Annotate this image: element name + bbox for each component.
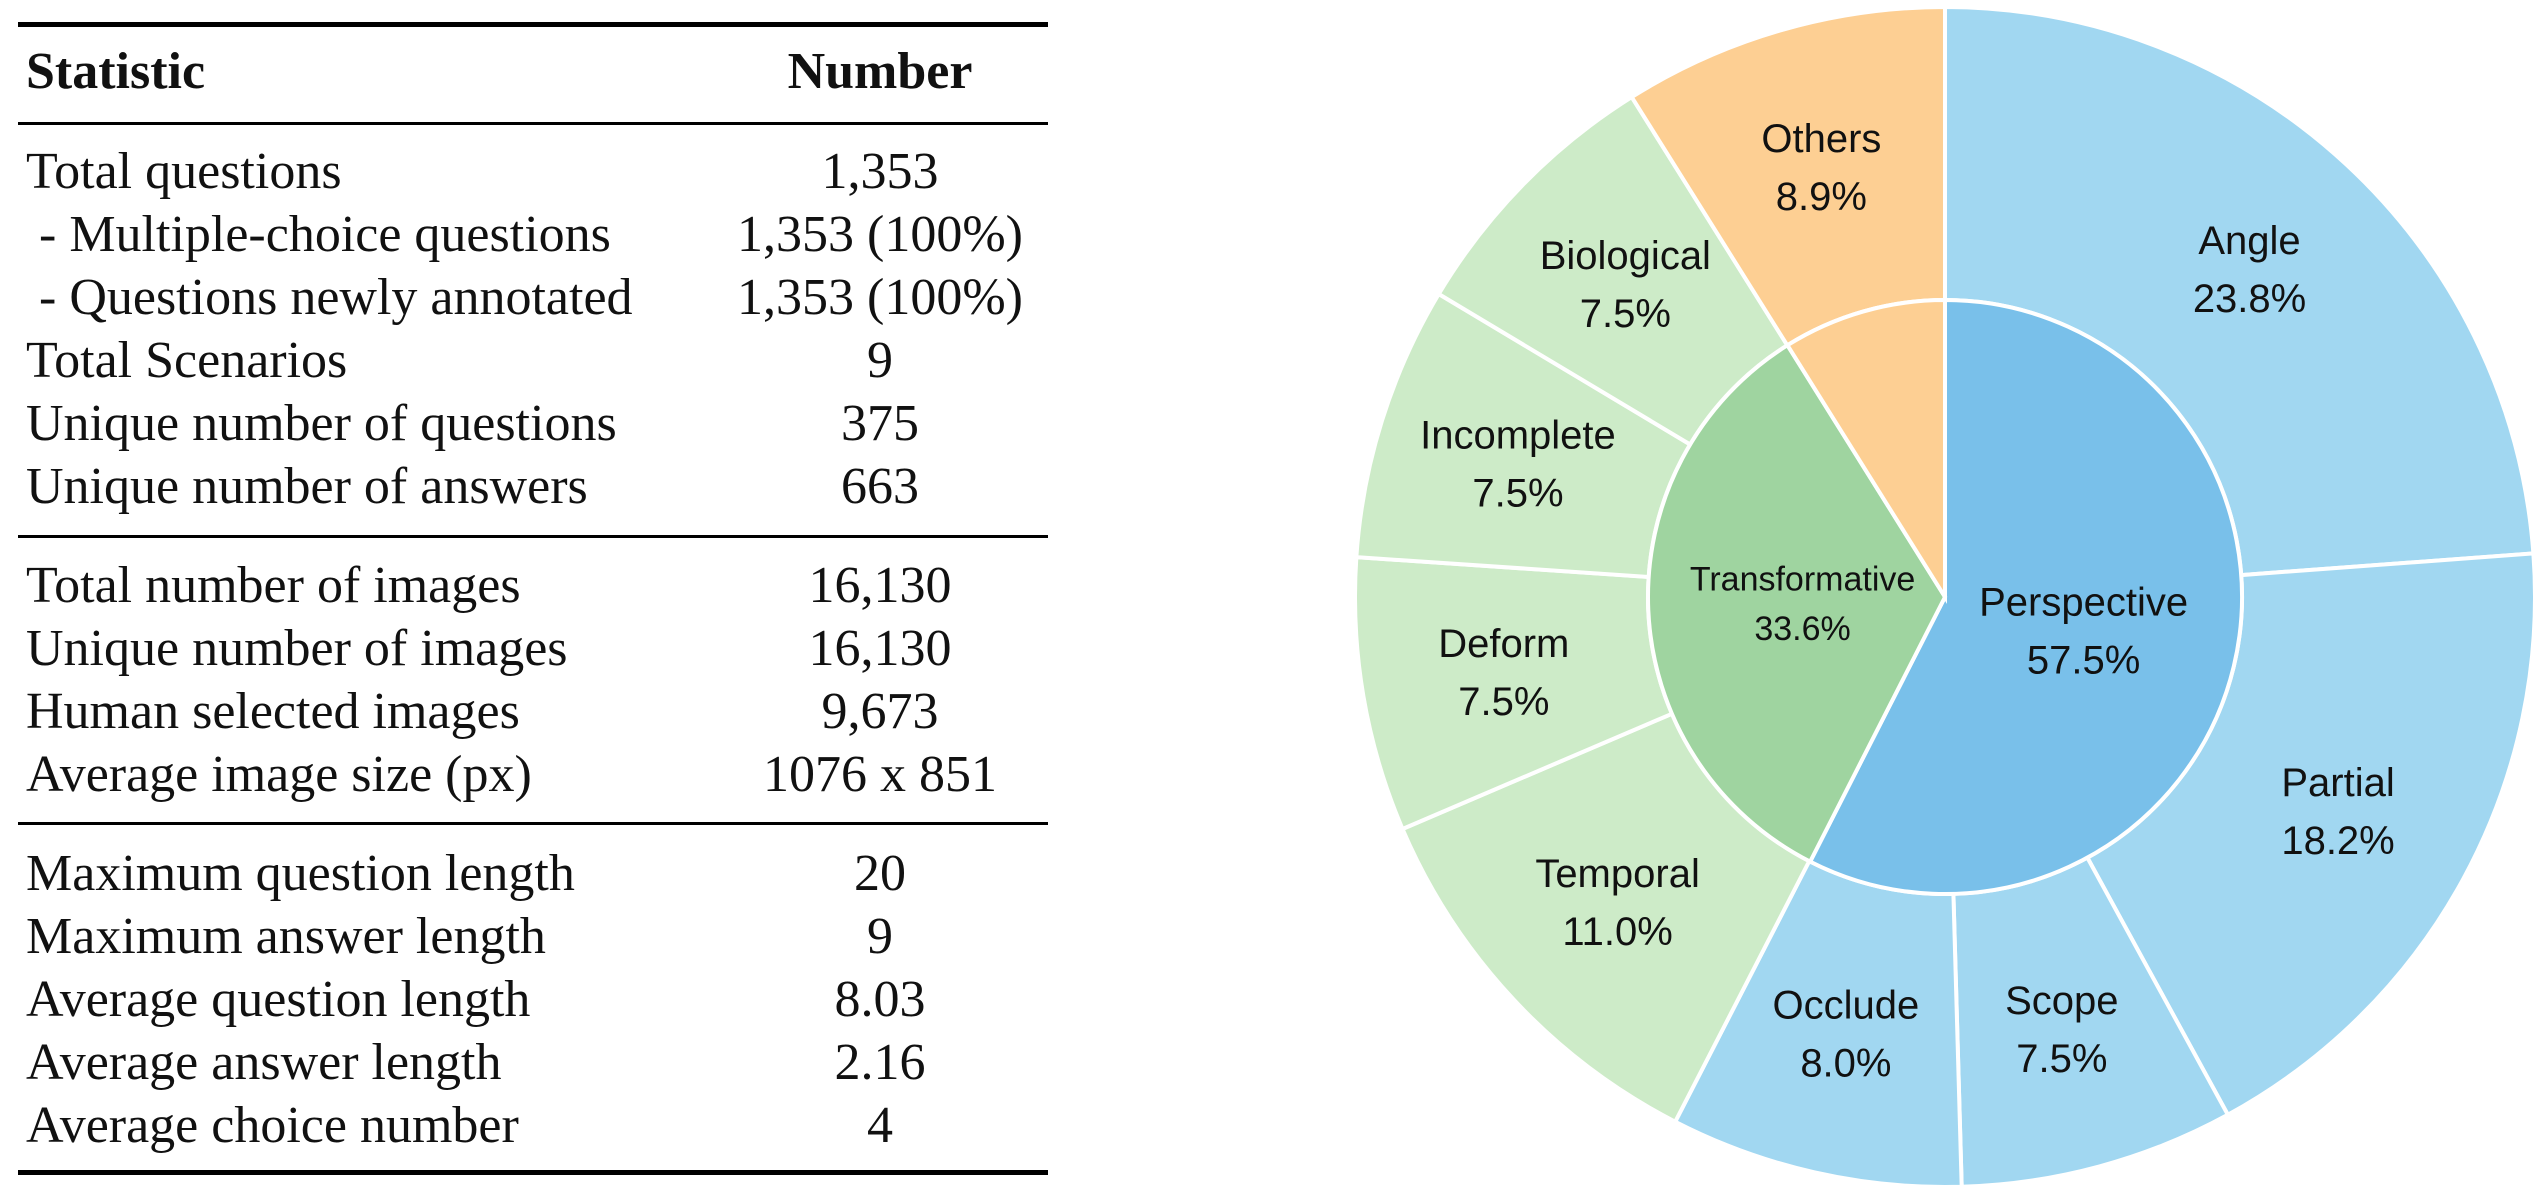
table-header-row: Statistic Number bbox=[0, 41, 1070, 103]
table-row-label: Total Scenarios bbox=[26, 332, 348, 389]
category-sunburst-chart: Angle 23.8% Partial 18.2% Scope 7.5% Occlude 8.… bbox=[1300, 0, 2536, 1196]
table-row-label: Human selected images bbox=[26, 683, 520, 740]
table-row: Maximum answer length 9 bbox=[0, 906, 1070, 968]
table-row: Maximum question length 20 bbox=[0, 843, 1070, 905]
table-row-label: Maximum answer length bbox=[26, 908, 546, 965]
table-row-label: Average image size (px) bbox=[26, 746, 532, 803]
table-row-value: 2.16 bbox=[834, 1034, 926, 1091]
table-row: - Questions newly annotated 1,353 (100%) bbox=[0, 267, 1070, 329]
outer-label-biological: Biological 7.5% bbox=[1540, 234, 1711, 336]
table-row: Average question length 8.03 bbox=[0, 969, 1070, 1031]
table-row: Average image size (px) 1076 x 851 bbox=[0, 744, 1070, 806]
table-row-value: 663 bbox=[841, 458, 919, 515]
table-row-value: 9,673 bbox=[821, 683, 939, 740]
outer-label-deform: Deform 7.5% bbox=[1438, 622, 1569, 724]
table-row-label: Total number of images bbox=[26, 557, 521, 614]
outer-label-angle: Angle 23.8% bbox=[2193, 219, 2306, 321]
outer-label-partial: Partial 18.2% bbox=[2281, 761, 2394, 863]
table-row-value: 16,130 bbox=[808, 620, 952, 677]
table-header-row-label: Statistic bbox=[26, 43, 206, 100]
table-row: Total Scenarios 9 bbox=[0, 330, 1070, 392]
table-row-value: 9 bbox=[867, 908, 893, 965]
table-row-value: 4 bbox=[867, 1097, 893, 1154]
table-row: Unique number of questions 375 bbox=[0, 393, 1070, 455]
table-bottom-rule bbox=[18, 1170, 1048, 1175]
outer-label-occlude: Occlude 8.0% bbox=[1773, 983, 1920, 1085]
table-row-value: 9 bbox=[867, 332, 893, 389]
outer-label-others: Others 8.9% bbox=[1761, 117, 1881, 219]
table-row: Unique number of images 16,130 bbox=[0, 618, 1070, 680]
sunburst-svg: Angle 23.8% Partial 18.2% Scope 7.5% Occlude 8.… bbox=[1353, 4, 2536, 1189]
table-row-value: 20 bbox=[854, 845, 906, 902]
group-divider-rule bbox=[18, 822, 1048, 825]
statistics-table: Statistic Number Total questions 1,353 - Mu… bbox=[0, 0, 1070, 1196]
table-row-label: Unique number of questions bbox=[26, 395, 617, 452]
inner-slice-transformative bbox=[1646, 342, 1948, 865]
table-row-label: Average answer length bbox=[26, 1034, 502, 1091]
table-row: - Multiple-choice questions 1,353 (100%) bbox=[0, 204, 1070, 266]
table-row-label: Unique number of images bbox=[26, 620, 568, 677]
outer-label-scope: Scope 7.5% bbox=[2005, 979, 2118, 1081]
table-row: Average choice number 4 bbox=[0, 1095, 1070, 1157]
outer-label-incomplete: Incomplete 7.5% bbox=[1420, 413, 1616, 515]
table-row: Total questions 1,353 bbox=[0, 141, 1070, 203]
table-row: Human selected images 9,673 bbox=[0, 681, 1070, 743]
inner-slice-unnamed bbox=[1784, 297, 1947, 604]
table-row-value: 1,353 (100%) bbox=[737, 269, 1023, 326]
table-row: Total number of images 16,130 bbox=[0, 555, 1070, 617]
table-row-label: - Questions newly annotated bbox=[26, 269, 633, 326]
table-header-rule bbox=[18, 122, 1048, 125]
outer-label-temporal: Temporal 11.0% bbox=[1535, 852, 1700, 954]
table-row-label: Total questions bbox=[26, 143, 342, 200]
table-row-label: Unique number of answers bbox=[26, 458, 588, 515]
table-top-rule bbox=[18, 22, 1048, 27]
table-row-label: - Multiple-choice questions bbox=[26, 206, 611, 263]
table-row: Average answer length 2.16 bbox=[0, 1032, 1070, 1094]
table-row-value: 8.03 bbox=[834, 971, 926, 1028]
table-header-row-value: Number bbox=[787, 43, 973, 100]
table-row: Unique number of answers 663 bbox=[0, 456, 1070, 518]
table-row-label: Average question length bbox=[26, 971, 531, 1028]
table-row-label: Maximum question length bbox=[26, 845, 575, 902]
inner-label-perspective: Perspective 57.5% bbox=[1979, 580, 2188, 682]
table-row-value: 16,130 bbox=[808, 557, 952, 614]
table-row-value: 1,353 (100%) bbox=[737, 206, 1023, 263]
table-row-value: 375 bbox=[841, 395, 919, 452]
inner-label-transformative: Transformative 33.6% bbox=[1690, 561, 1915, 648]
inner-slice-perspective bbox=[1807, 297, 2244, 896]
table-row-label: Average choice number bbox=[26, 1097, 519, 1154]
group-divider-rule bbox=[18, 535, 1048, 538]
table-row-value: 1076 x 851 bbox=[763, 746, 997, 803]
table-row-value: 1,353 bbox=[821, 143, 939, 200]
